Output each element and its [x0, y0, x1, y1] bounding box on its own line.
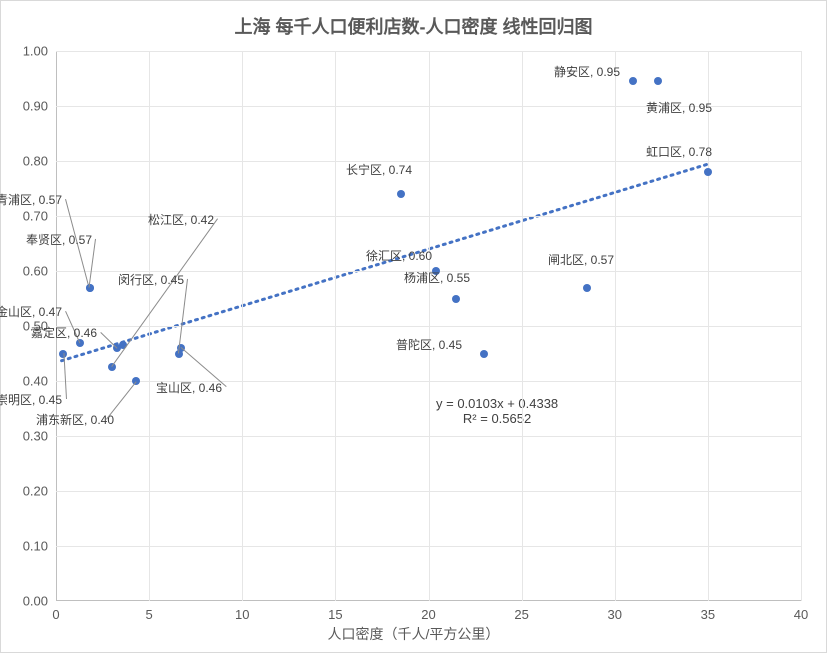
data-label: 静安区, 0.95 — [554, 63, 620, 80]
y-tick-label: 0.70 — [23, 209, 48, 224]
y-tick-label: 0.00 — [23, 594, 48, 609]
leader-line — [63, 353, 67, 399]
gridline-h — [56, 546, 801, 547]
leader-line — [111, 218, 218, 367]
data-point — [629, 77, 637, 85]
gridline-h — [56, 326, 801, 327]
x-tick-label: 5 — [146, 607, 153, 622]
data-label: 黄浦区, 0.95 — [646, 99, 712, 116]
data-label: 徐汇区, 0.60 — [366, 247, 432, 264]
data-label: 浦东新区, 0.40 — [36, 411, 114, 428]
gridline-h — [56, 436, 801, 437]
data-label: 奉贤区, 0.57 — [26, 231, 92, 248]
x-tick-label: 40 — [794, 607, 808, 622]
gridline-h — [56, 161, 801, 162]
x-tick-label: 0 — [52, 607, 59, 622]
x-tick-label: 15 — [328, 607, 342, 622]
data-point — [654, 77, 662, 85]
data-point — [480, 350, 488, 358]
x-tick-label: 20 — [421, 607, 435, 622]
data-label: 普陀区, 0.45 — [396, 336, 462, 353]
data-point — [704, 168, 712, 176]
x-tick-label: 10 — [235, 607, 249, 622]
chart-title: 上海 每千人口便利店数-人口密度 线性回归图 — [1, 13, 826, 39]
leader-line — [106, 381, 137, 420]
data-label: 崇明区, 0.45 — [0, 391, 62, 408]
y-tick-label: 0.80 — [23, 154, 48, 169]
x-axis-title: 人口密度（千人/平方公里） — [1, 624, 826, 644]
chart-container: 上海 每千人口便利店数-人口密度 线性回归图 y = 0.0103x + 0.4… — [0, 0, 827, 653]
data-label: 宝山区, 0.46 — [156, 379, 222, 396]
gridline-h — [56, 51, 801, 52]
data-label: 松江区, 0.42 — [148, 211, 214, 228]
plot-area: y = 0.0103x + 0.4338 R² = 0.5652 0510152… — [56, 51, 801, 601]
x-tick-label: 25 — [514, 607, 528, 622]
y-tick-label: 0.10 — [23, 539, 48, 554]
data-label: 嘉定区, 0.46 — [31, 324, 97, 341]
leader-line — [100, 332, 117, 349]
data-label: 青浦区, 0.57 — [0, 191, 62, 208]
data-label: 金山区, 0.47 — [0, 303, 62, 320]
data-label: 杨浦区, 0.55 — [404, 269, 470, 286]
data-label: 闸北区, 0.57 — [548, 251, 614, 268]
y-tick-label: 1.00 — [23, 44, 48, 59]
y-tick-label: 0.90 — [23, 99, 48, 114]
data-label: 闵行区, 0.45 — [118, 271, 184, 288]
y-tick-label: 0.30 — [23, 429, 48, 444]
gridline-h — [56, 491, 801, 492]
equation-line1: y = 0.0103x + 0.4338 — [436, 396, 558, 411]
data-point — [397, 190, 405, 198]
leader-line — [178, 279, 188, 354]
equation-line2: R² = 0.5652 — [436, 411, 558, 426]
data-point — [583, 284, 591, 292]
y-tick-label: 0.40 — [23, 374, 48, 389]
x-tick-label: 30 — [608, 607, 622, 622]
gridline-v — [801, 51, 802, 601]
data-label: 长宁区, 0.74 — [346, 161, 412, 178]
x-tick-label: 35 — [701, 607, 715, 622]
regression-equation: y = 0.0103x + 0.4338 R² = 0.5652 — [436, 396, 558, 426]
y-tick-label: 0.20 — [23, 484, 48, 499]
data-point — [452, 295, 460, 303]
y-tick-label: 0.60 — [23, 264, 48, 279]
data-label: 虹口区, 0.78 — [646, 143, 712, 160]
